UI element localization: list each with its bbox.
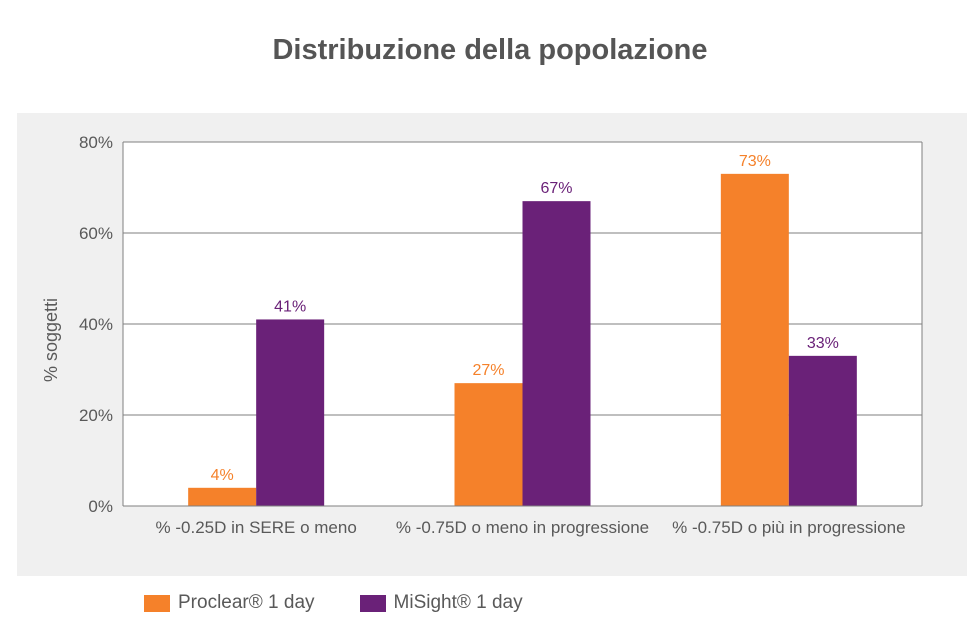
legend-item-misight: MiSight® 1 day bbox=[359, 592, 523, 614]
legend-swatch-proclear bbox=[144, 594, 170, 612]
chart-title: Distribuzione della popolazione bbox=[272, 34, 708, 66]
y-tick-label: 40% bbox=[79, 315, 113, 334]
legend-label-proclear: Proclear® 1 day bbox=[178, 592, 315, 613]
bar bbox=[788, 355, 857, 506]
bar bbox=[256, 319, 325, 506]
bar bbox=[522, 201, 591, 506]
data-label: 4% bbox=[211, 467, 234, 484]
bar bbox=[188, 487, 257, 506]
y-tick-label: 60% bbox=[79, 224, 113, 243]
y-axis-label: % soggetti bbox=[41, 298, 61, 382]
x-tick-label: % -0.75D o meno in progressione bbox=[396, 518, 649, 537]
legend-item-proclear: Proclear® 1 day bbox=[144, 592, 315, 614]
y-tick-label: 0% bbox=[88, 497, 113, 516]
data-label: 33% bbox=[807, 335, 839, 352]
y-tick-label: 80% bbox=[79, 133, 113, 152]
bar bbox=[720, 173, 789, 506]
legend-label-misight: MiSight® 1 day bbox=[393, 592, 523, 613]
data-label: 73% bbox=[739, 153, 771, 170]
legend-swatch-misight bbox=[359, 594, 386, 612]
data-label: 67% bbox=[540, 180, 572, 197]
data-label: 41% bbox=[274, 298, 306, 315]
data-label: 27% bbox=[472, 362, 504, 379]
bar bbox=[454, 383, 523, 506]
y-tick-label: 20% bbox=[79, 406, 113, 425]
x-tick-label: % -0.25D in SERE o meno bbox=[156, 518, 357, 537]
legend: Proclear® 1 day MiSight® 1 day bbox=[144, 592, 568, 614]
x-tick-label: % -0.75D o più in progressione bbox=[672, 518, 905, 537]
